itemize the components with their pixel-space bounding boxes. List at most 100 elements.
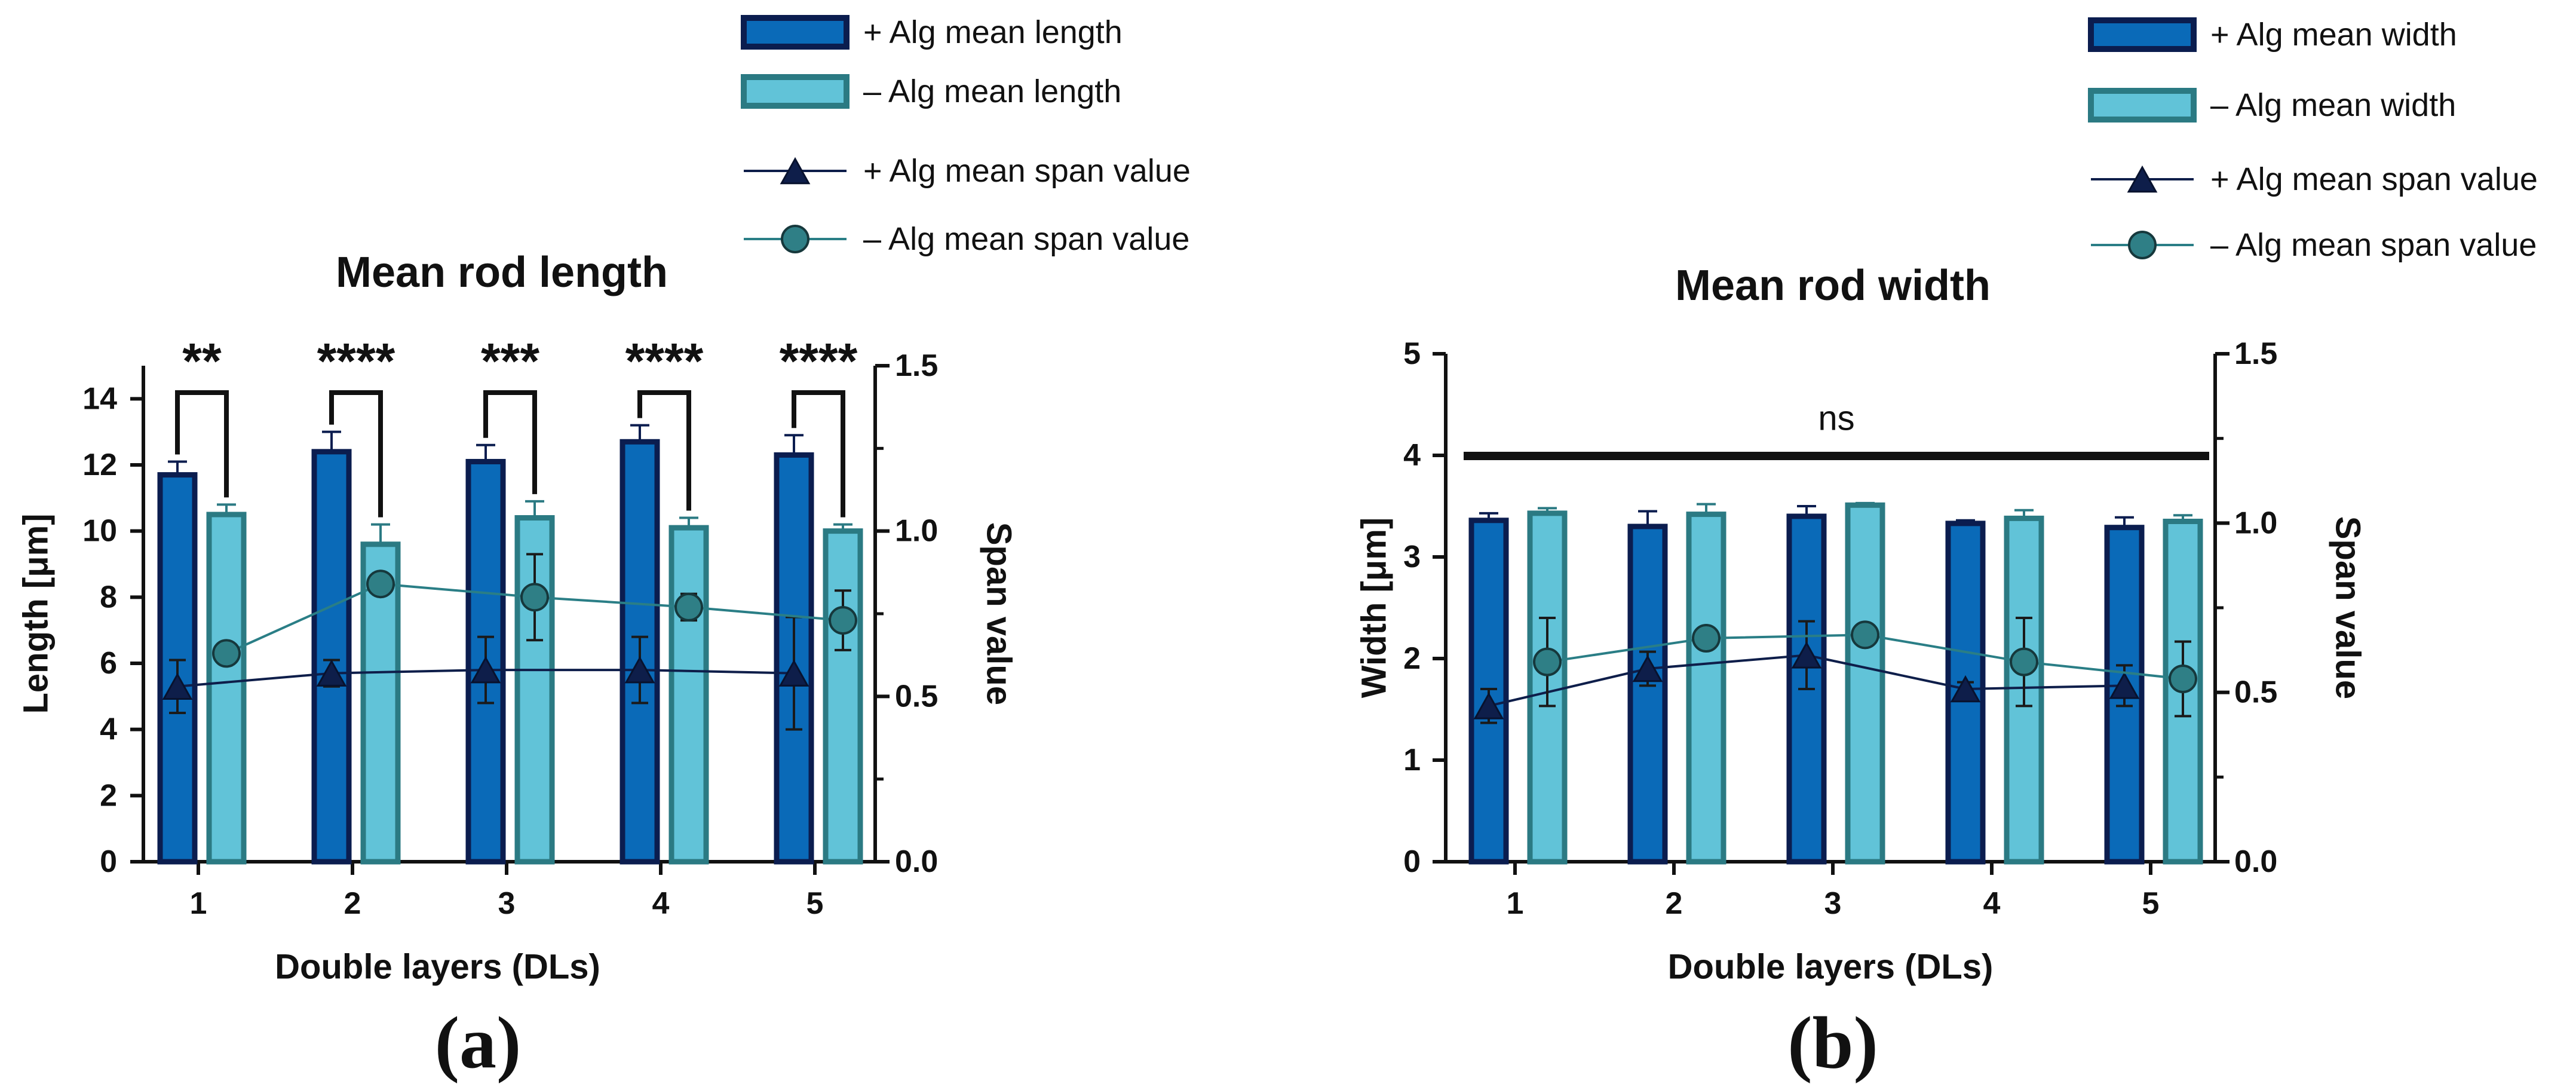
legend-label: – Alg mean span value <box>2210 227 2537 263</box>
y-tick-label: 0 <box>100 844 117 879</box>
bar <box>1945 520 1986 865</box>
legend-label: + Alg mean width <box>2210 17 2457 53</box>
x-axis-label: Double layers (DLs) <box>1668 948 1994 987</box>
bar <box>1627 523 1668 865</box>
span-point <box>2109 672 2140 699</box>
y2-tick-label: 0.0 <box>895 844 938 879</box>
y2-tick-label: 1.0 <box>2234 506 2277 540</box>
legend-swatch <box>741 15 850 50</box>
span-point <box>162 672 193 700</box>
significance-label: **** <box>317 333 395 389</box>
significance-label: *** <box>481 333 539 389</box>
legend-label: + Alg mean span value <box>863 153 1191 189</box>
span-point <box>778 659 809 687</box>
x-tick-label: 2 <box>1666 886 1683 921</box>
span-point <box>316 659 347 687</box>
y-tick-label: 14 <box>82 381 117 416</box>
legend-label: + Alg mean length <box>863 14 1123 50</box>
x-tick-label: 2 <box>344 886 361 921</box>
span-point <box>470 656 501 684</box>
significance-label: ** <box>182 333 222 389</box>
legend-marker <box>780 157 811 185</box>
y-tick-label: 10 <box>82 514 117 549</box>
y-tick-label: 12 <box>82 448 117 482</box>
span-point <box>1533 647 1562 676</box>
x-tick-label: 4 <box>1983 886 2001 921</box>
y-axis-label: Length [μm] <box>17 513 56 714</box>
span-point <box>829 606 857 635</box>
legend-label: – Alg mean span value <box>863 221 1189 257</box>
legend-label: – Alg mean width <box>2210 87 2456 123</box>
y-tick-label: 2 <box>100 778 117 813</box>
y-tick-label: 4 <box>1403 438 1421 473</box>
x-tick-label: 4 <box>652 886 670 921</box>
legend-swatch <box>741 74 850 109</box>
span-point <box>1851 620 1879 650</box>
x-axis-label: Double layers (DLs) <box>275 948 600 987</box>
significance-label: **** <box>625 333 704 389</box>
significance-bracket <box>483 390 537 494</box>
x-tick-label: 1 <box>1507 886 1524 921</box>
legend-marker <box>2128 231 2157 259</box>
y-tick-label: 4 <box>100 712 117 747</box>
significance-bracket <box>792 390 845 518</box>
span-point <box>1791 641 1822 669</box>
y2-tick-label: 1.0 <box>895 514 938 549</box>
bar <box>1845 502 1885 865</box>
panel-label: (b) <box>1787 1002 1878 1084</box>
bar <box>1468 518 1509 865</box>
y-tick-label: 8 <box>100 580 117 614</box>
span-point <box>366 570 395 599</box>
x-tick-label: 3 <box>1824 886 1842 921</box>
y2-tick-label: 0.0 <box>2234 844 2277 879</box>
span-point <box>212 639 241 668</box>
y2-tick-label: 1.5 <box>2234 336 2277 371</box>
bar <box>823 528 863 865</box>
legend-swatch <box>2088 17 2197 52</box>
y-tick-label: 0 <box>1403 844 1421 879</box>
span-point <box>674 592 703 621</box>
span-point <box>2169 665 2197 693</box>
x-tick-label: 1 <box>190 886 207 921</box>
bar <box>2163 519 2203 865</box>
significance-bracket <box>637 390 691 511</box>
y-tick-label: 1 <box>1403 743 1421 777</box>
x-tick-label: 5 <box>806 886 824 921</box>
y2-axis-label: Span value <box>980 522 1019 705</box>
bar <box>1686 512 1726 865</box>
legend-swatch <box>2088 88 2197 123</box>
significance-bracket <box>175 390 229 498</box>
bar <box>206 512 247 865</box>
bar <box>311 449 352 865</box>
span-point <box>624 656 655 684</box>
y-tick-label: 6 <box>100 646 117 681</box>
y-axis-label: Width [μm] <box>1355 518 1394 698</box>
chart-title: Mean rod width <box>1675 262 1991 310</box>
span-point <box>2010 647 2038 676</box>
span-point <box>1692 624 1721 653</box>
significance-label: ns <box>1818 399 1854 438</box>
span-point <box>1632 654 1663 682</box>
y-tick-label: 2 <box>1403 641 1421 676</box>
x-tick-label: 3 <box>498 886 516 921</box>
span-point <box>1473 692 1504 719</box>
x-tick-label: 5 <box>2142 886 2160 921</box>
legend-marker <box>2127 165 2158 193</box>
span-point <box>1950 675 1981 703</box>
legend-marker <box>781 225 809 253</box>
y2-tick-label: 1.5 <box>895 348 938 383</box>
y-tick-label: 5 <box>1403 336 1421 371</box>
y2-tick-label: 0.5 <box>2234 675 2277 710</box>
span-point <box>520 583 549 612</box>
chart-title: Mean rod length <box>336 249 668 296</box>
y2-axis-label: Span value <box>2329 516 2368 699</box>
legend-label: + Alg mean span value <box>2210 161 2538 197</box>
legend-label: – Alg mean length <box>863 74 1121 109</box>
y2-tick-label: 0.5 <box>895 679 938 714</box>
panel-label: (a) <box>435 1002 522 1084</box>
bar <box>668 525 709 865</box>
significance-label: **** <box>780 333 858 389</box>
y-tick-label: 3 <box>1403 540 1421 574</box>
significance-bracket <box>329 390 383 518</box>
